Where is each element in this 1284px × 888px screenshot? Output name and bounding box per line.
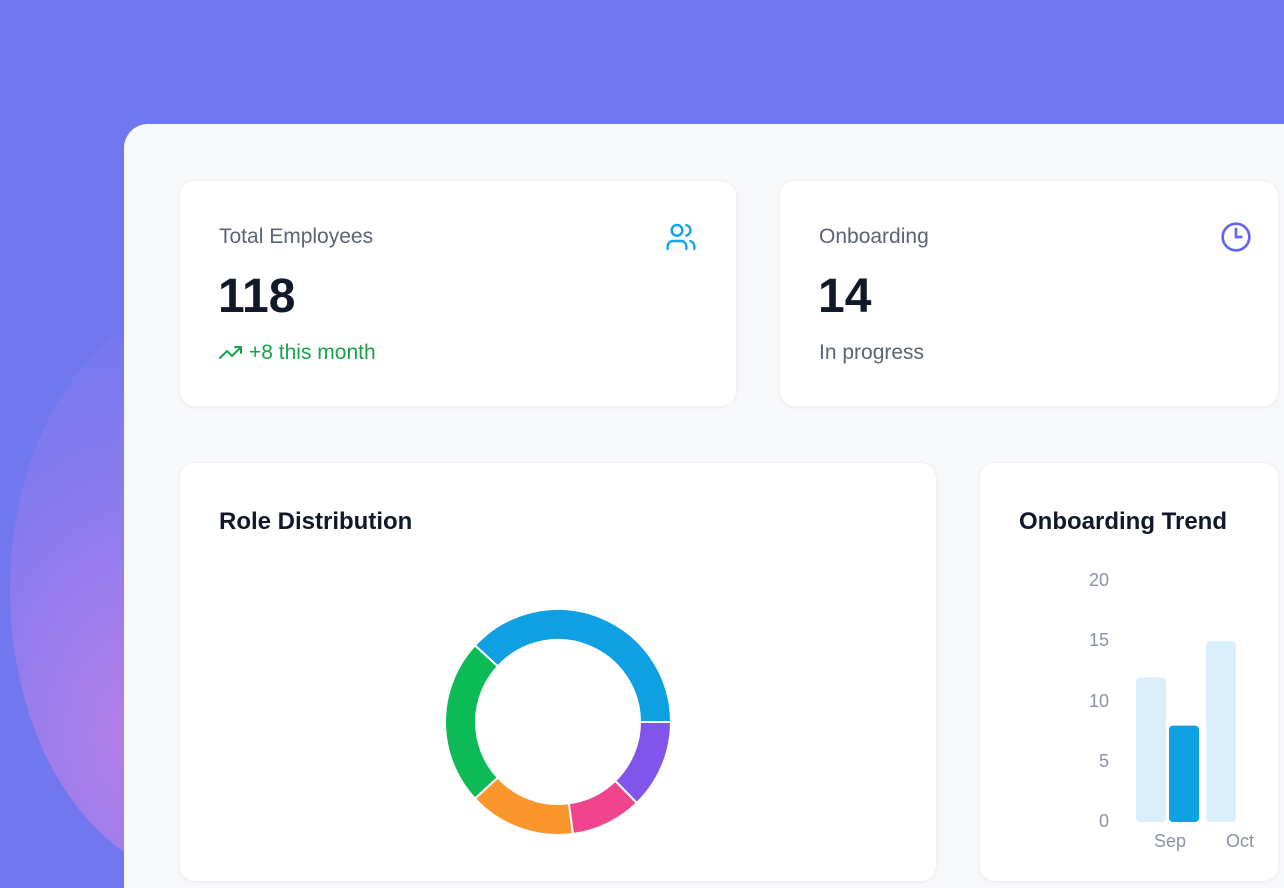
donut-slice[interactable] (473, 608, 673, 723)
users-icon (666, 223, 696, 251)
stat-label: Total Employees (219, 225, 374, 248)
x-tick-label: Sep (1153, 831, 1187, 851)
stat-card-total-employees: Total Employees 118 +8 this month (179, 180, 737, 407)
stat-trend-text: +8 this month (249, 341, 376, 364)
bar[interactable] (1169, 725, 1199, 822)
donut-slice[interactable] (613, 721, 673, 805)
dashboard-panel: Total Employees 118 +8 this month Onboar… (124, 124, 1284, 888)
stat-subtext: In progress (819, 341, 925, 364)
stat-value: 14 (818, 270, 872, 323)
onboarding-trend-bars (1136, 641, 1236, 822)
bar[interactable] (1206, 641, 1236, 822)
trending-up-icon (219, 346, 242, 359)
stat-value: 118 (218, 270, 296, 323)
y-tick-label: 15 (1088, 630, 1109, 651)
bar[interactable] (1136, 677, 1166, 822)
stat-label: Onboarding (819, 225, 929, 248)
donut-slice[interactable] (444, 643, 500, 801)
chart-title: Role Distribution (219, 508, 413, 535)
x-tick-label: Oct (1225, 831, 1254, 851)
clock-icon (1221, 222, 1251, 252)
stat-trend: +8 this month (219, 341, 376, 365)
donut-slice[interactable] (473, 776, 575, 836)
onboarding-trend-card: Onboarding Trend 0 5 10 15 20 Sep Oct (979, 462, 1279, 882)
y-tick-label: 20 (1088, 570, 1109, 590)
role-distribution-card: Role Distribution (179, 462, 937, 882)
y-tick-label: 5 (1098, 750, 1109, 771)
chart-title: Onboarding Trend (1019, 508, 1227, 535)
stat-card-onboarding: Onboarding 14 In progress (779, 180, 1279, 407)
y-tick-label: 0 (1098, 811, 1109, 831)
y-tick-label: 10 (1088, 690, 1109, 711)
role-distribution-donut (444, 608, 673, 836)
